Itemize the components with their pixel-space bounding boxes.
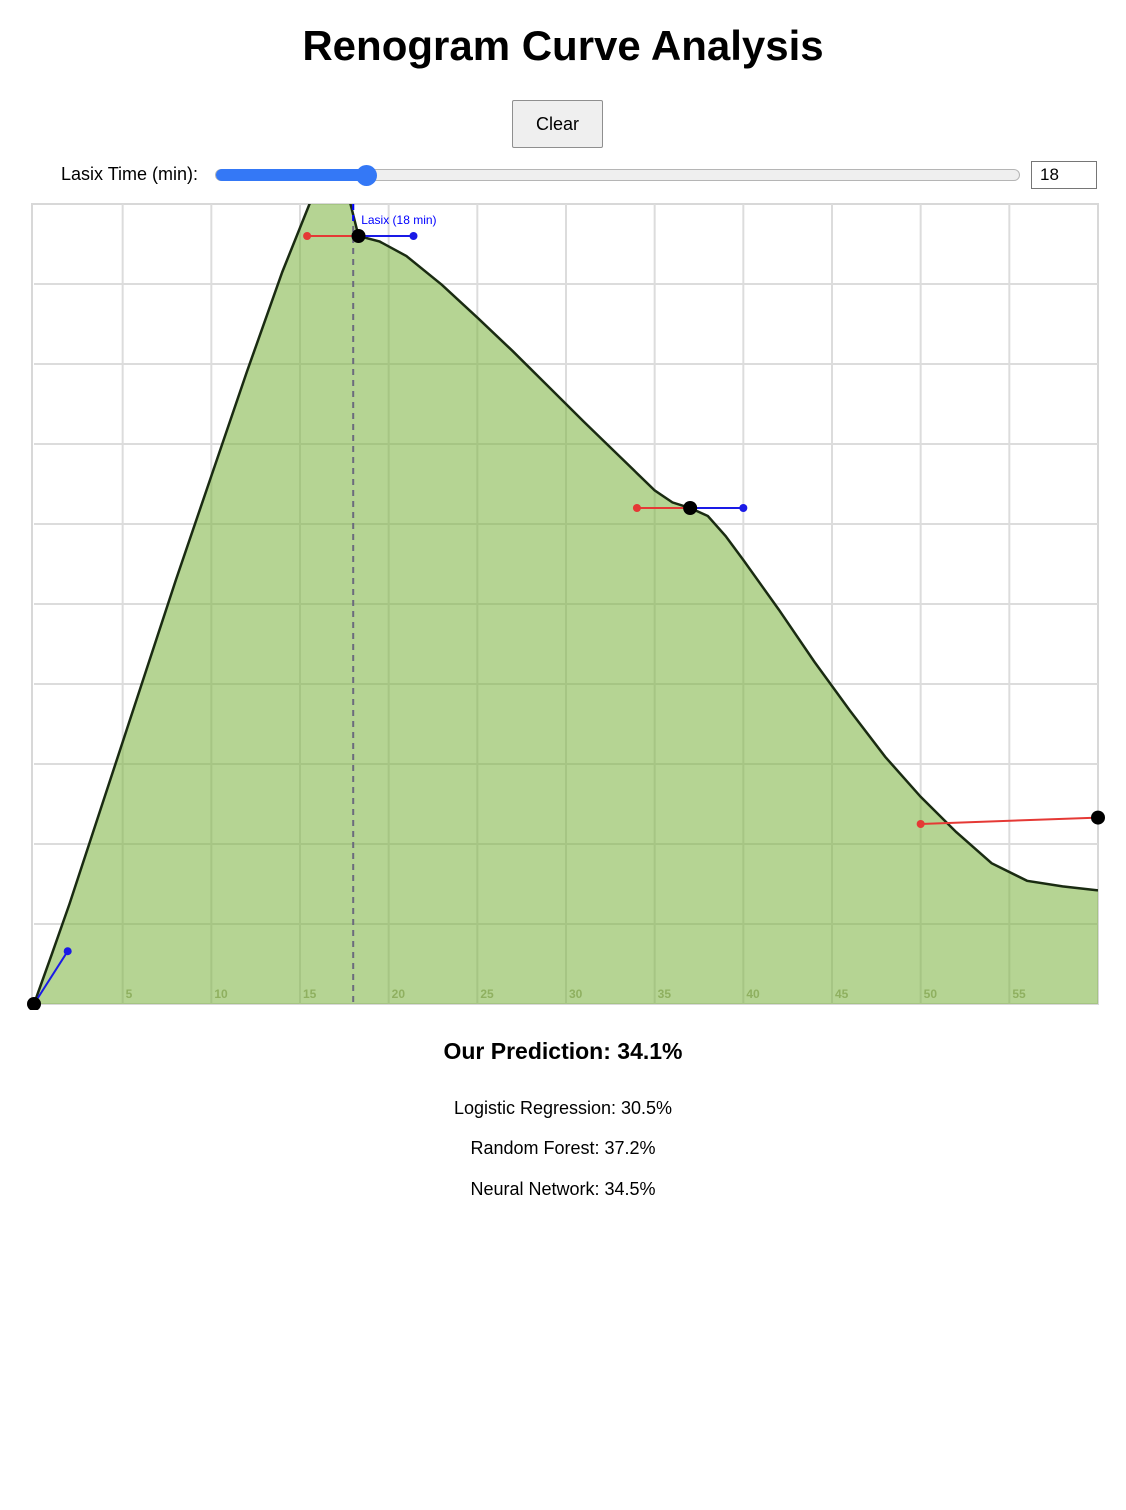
x-tick-label: 20 — [392, 987, 406, 1001]
handle-in-point — [916, 820, 925, 828]
x-tick-label: 45 — [835, 987, 849, 1001]
handle-in-point — [303, 232, 312, 240]
x-tick-label: 30 — [569, 987, 583, 1001]
lasix-time-slider[interactable] — [215, 165, 1020, 186]
lasix-slider-thumb[interactable] — [356, 165, 377, 186]
logistic-regression-result: Logistic Regression: 30.5% — [453, 1098, 673, 1118]
x-tick-label: 55 — [1012, 987, 1026, 1001]
lasix-slider-fill — [216, 169, 368, 181]
handle-in-point — [632, 504, 641, 512]
curve-area — [34, 204, 1098, 1004]
x-tick-label: 35 — [658, 987, 672, 1001]
neural-network-result: Neural Network: 34.5% — [470, 1179, 656, 1199]
x-tick-label: 50 — [924, 987, 938, 1001]
x-tick-label: 25 — [480, 987, 494, 1001]
control-point[interactable] — [683, 501, 698, 515]
lasix-time-label: Lasix Time (min): — [61, 164, 199, 184]
handle-in-line — [920, 816, 1099, 825]
x-tick-label: 40 — [746, 987, 760, 1001]
our-prediction: Our Prediction: 34.1% — [443, 1038, 683, 1064]
control-point[interactable] — [351, 229, 366, 243]
page-title: Renogram Curve Analysis — [302, 22, 824, 69]
clear-button[interactable]: Clear — [512, 100, 603, 148]
x-tick-label: 15 — [303, 987, 317, 1001]
handle-out-point — [63, 947, 72, 956]
control-point[interactable] — [27, 997, 41, 1010]
random-forest-result: Random Forest: 37.2% — [470, 1138, 656, 1158]
handle-out-point — [409, 232, 418, 240]
handle-out-line — [33, 950, 69, 1005]
x-tick-label: 5 — [126, 987, 133, 1001]
lasix-marker-label: Lasix (18 min) — [361, 213, 436, 227]
renogram-chart[interactable]: 5 10 15 20 25 30 35 40 45 50 55 Lasix (18 min) — [0, 200, 1126, 1010]
curve-line — [34, 204, 1098, 1004]
x-tick-label: 10 — [214, 987, 228, 1001]
lasix-time-input[interactable] — [1031, 161, 1097, 189]
handle-out-point — [739, 504, 748, 512]
control-point[interactable] — [1091, 810, 1105, 825]
